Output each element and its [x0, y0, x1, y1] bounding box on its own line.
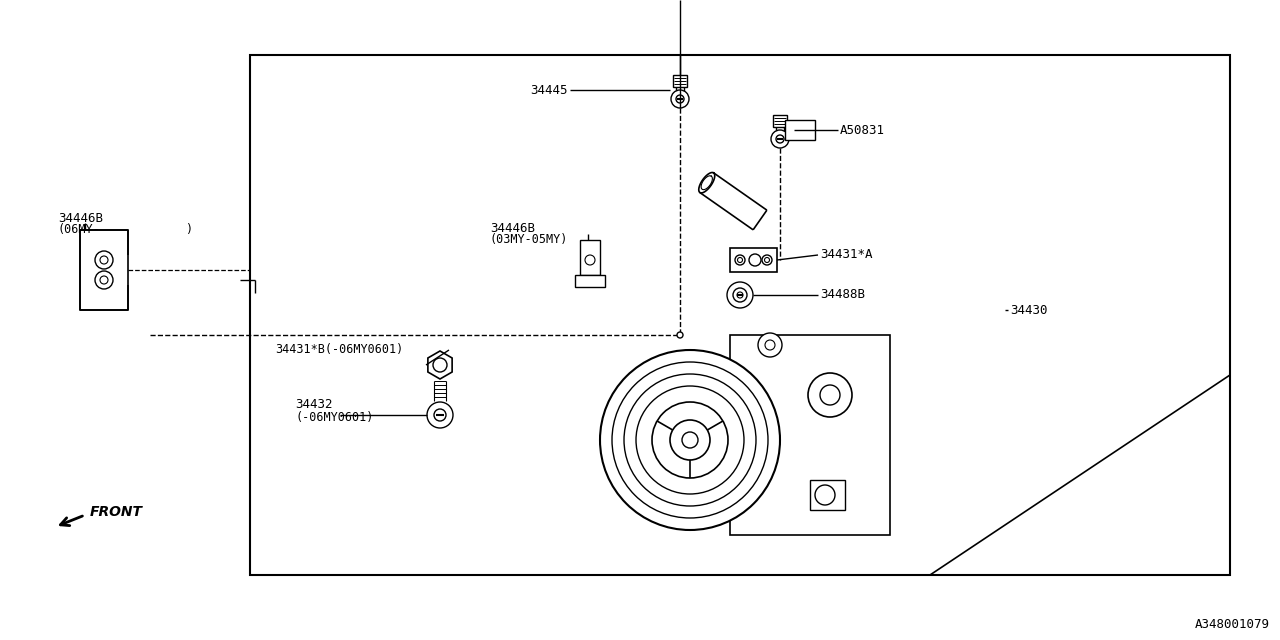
Circle shape: [636, 386, 744, 494]
Circle shape: [433, 358, 447, 372]
Bar: [250, 55, 1230, 575]
Text: (06MY-: (06MY-: [58, 223, 101, 237]
Bar: [785, 120, 815, 140]
Circle shape: [669, 420, 710, 460]
Bar: [90, 245, 118, 295]
Bar: [580, 240, 600, 275]
Text: 34431*B(-06MY0601): 34431*B(-06MY0601): [275, 344, 403, 356]
Circle shape: [758, 333, 782, 357]
Bar: [810, 480, 845, 510]
Bar: [79, 230, 128, 310]
Circle shape: [671, 90, 689, 108]
Circle shape: [771, 130, 788, 148]
Text: 34431*A: 34431*A: [820, 248, 873, 262]
Text: (03MY-05MY): (03MY-05MY): [490, 234, 568, 246]
Circle shape: [428, 402, 453, 428]
Bar: [575, 275, 605, 287]
Circle shape: [815, 485, 835, 505]
Bar: [773, 115, 787, 127]
Circle shape: [585, 255, 595, 265]
Text: 34432: 34432: [294, 399, 333, 412]
Text: 34445: 34445: [530, 83, 567, 97]
Circle shape: [600, 350, 780, 530]
Text: 34446B: 34446B: [58, 211, 102, 225]
Circle shape: [749, 254, 762, 266]
Circle shape: [727, 282, 753, 308]
Bar: [730, 335, 890, 535]
Text: ): ): [186, 223, 192, 237]
Text: FRONT: FRONT: [90, 505, 143, 519]
Circle shape: [677, 332, 684, 338]
Circle shape: [625, 374, 756, 506]
Text: 34446B: 34446B: [490, 221, 535, 234]
Text: A50831: A50831: [840, 124, 884, 136]
Text: (-06MY0601): (-06MY0601): [294, 412, 374, 424]
Text: A348001079: A348001079: [1196, 618, 1270, 632]
Circle shape: [808, 373, 852, 417]
Circle shape: [762, 255, 772, 265]
Circle shape: [95, 251, 113, 269]
Text: 34430: 34430: [1010, 303, 1047, 317]
Bar: [673, 75, 687, 87]
Circle shape: [95, 271, 113, 289]
Circle shape: [652, 402, 728, 478]
Circle shape: [612, 362, 768, 518]
Circle shape: [735, 255, 745, 265]
Text: 34488B: 34488B: [820, 289, 865, 301]
